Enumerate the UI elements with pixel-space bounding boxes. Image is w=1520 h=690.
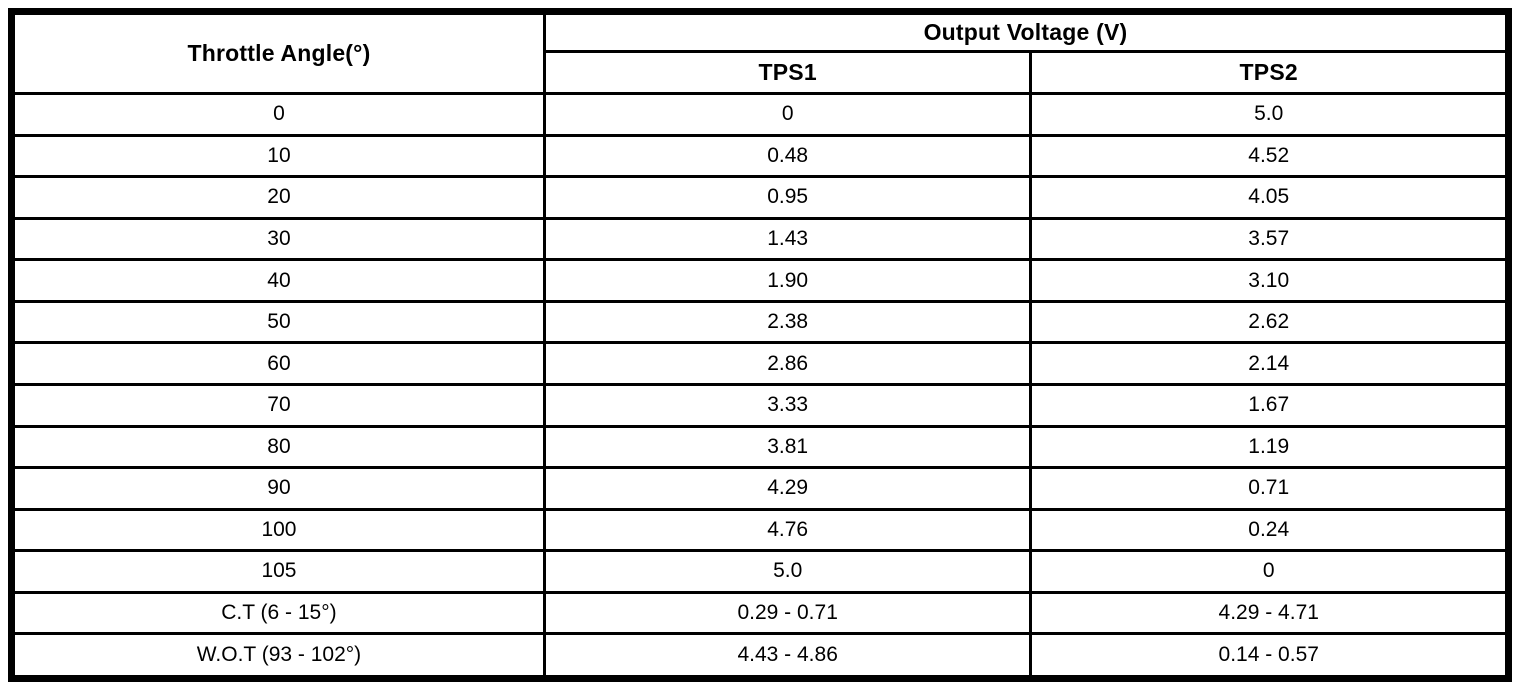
table-row: 0 0 5.0 — [10, 92, 1510, 137]
table-row: 80 3.81 1.19 — [10, 424, 1510, 470]
table-row: C.T (6 - 15°) 0.29 - 0.71 4.29 - 4.71 — [10, 590, 1510, 636]
header-output-voltage: Output Voltage (V) — [542, 10, 1511, 53]
cell-tps1: 0 — [542, 92, 1033, 137]
cell-tps1: 0.95 — [542, 175, 1033, 220]
cell-tps1: 2.86 — [542, 341, 1033, 386]
table-row: 70 3.33 1.67 — [10, 382, 1510, 428]
table-row: 10 0.48 4.52 — [10, 133, 1510, 179]
cell-tps1: 4.29 — [542, 466, 1033, 511]
table-body: 0 0 5.0 10 0.48 4.52 20 0.95 4.05 30 1.43 3.57 40 1.9… — [10, 92, 1510, 680]
table-row: 60 2.86 2.14 — [10, 341, 1510, 386]
cell-tps1: 0.29 - 0.71 — [542, 590, 1033, 636]
table-header: Throttle Angle(°) Output Voltage (V) TPS… — [10, 10, 1511, 95]
cell-throttle-angle: 20 — [10, 175, 546, 220]
header-throttle-angle: Throttle Angle(°) — [10, 10, 546, 95]
cell-tps1: 4.43 - 4.86 — [542, 632, 1033, 680]
header-tps2: TPS2 — [1029, 50, 1510, 95]
cell-throttle-angle: 70 — [10, 382, 546, 428]
cell-tps2: 4.05 — [1029, 175, 1510, 220]
cell-tps1: 1.90 — [542, 258, 1033, 303]
cell-throttle-angle: 40 — [10, 258, 546, 303]
cell-tps2: 0.24 — [1029, 507, 1510, 553]
cell-tps2: 0 — [1029, 549, 1510, 594]
cell-throttle-angle: W.O.T (93 - 102°) — [10, 632, 546, 680]
cell-tps1: 1.43 — [542, 216, 1033, 262]
header-row-sub: TPS1 TPS2 — [12, 50, 1510, 95]
cell-tps1: 2.38 — [542, 299, 1033, 345]
table-row: W.O.T (93 - 102°) 4.43 - 4.86 0.14 - 0.57 — [10, 632, 1510, 680]
cell-throttle-angle: 60 — [10, 341, 546, 386]
tps-output-voltage-table: Throttle Angle(°) Output Voltage (V) TPS… — [8, 8, 1512, 682]
table-row: 30 1.43 3.57 — [10, 216, 1510, 262]
cell-throttle-angle: 80 — [10, 424, 546, 470]
cell-tps2: 1.67 — [1029, 382, 1510, 428]
cell-tps1: 3.33 — [542, 382, 1033, 428]
cell-tps2: 3.57 — [1029, 216, 1510, 262]
cell-throttle-angle: 50 — [10, 299, 546, 345]
table-row: 100 4.76 0.24 — [10, 507, 1510, 553]
cell-throttle-angle: C.T (6 - 15°) — [10, 590, 546, 636]
cell-tps2: 4.29 - 4.71 — [1029, 590, 1510, 636]
cell-tps2: 4.52 — [1029, 133, 1510, 179]
table-row: 50 2.38 2.62 — [10, 299, 1510, 345]
cell-throttle-angle: 105 — [10, 549, 546, 594]
cell-tps1: 4.76 — [542, 507, 1033, 553]
cell-tps2: 1.19 — [1029, 424, 1510, 470]
cell-tps1: 5.0 — [542, 549, 1033, 594]
cell-tps2: 0.14 - 0.57 — [1029, 632, 1510, 680]
header-tps1: TPS1 — [542, 50, 1033, 95]
cell-throttle-angle: 30 — [10, 216, 546, 262]
cell-tps1: 0.48 — [542, 133, 1033, 179]
table-row: 90 4.29 0.71 — [10, 466, 1510, 511]
cell-tps2: 5.0 — [1029, 92, 1510, 137]
header-row-group: Throttle Angle(°) Output Voltage (V) — [10, 10, 1511, 95]
cell-throttle-angle: 100 — [10, 507, 546, 553]
cell-tps2: 3.10 — [1029, 258, 1510, 303]
cell-throttle-angle: 90 — [10, 466, 546, 511]
cell-throttle-angle: 0 — [10, 92, 546, 137]
table-row: 40 1.90 3.10 — [10, 258, 1510, 303]
cell-tps2: 2.62 — [1029, 299, 1510, 345]
cell-tps1: 3.81 — [542, 424, 1033, 470]
cell-tps2: 0.71 — [1029, 466, 1510, 511]
cell-throttle-angle: 10 — [10, 133, 546, 179]
table-row: 105 5.0 0 — [10, 549, 1510, 594]
table-row: 20 0.95 4.05 — [10, 175, 1510, 220]
cell-tps2: 2.14 — [1029, 341, 1510, 386]
